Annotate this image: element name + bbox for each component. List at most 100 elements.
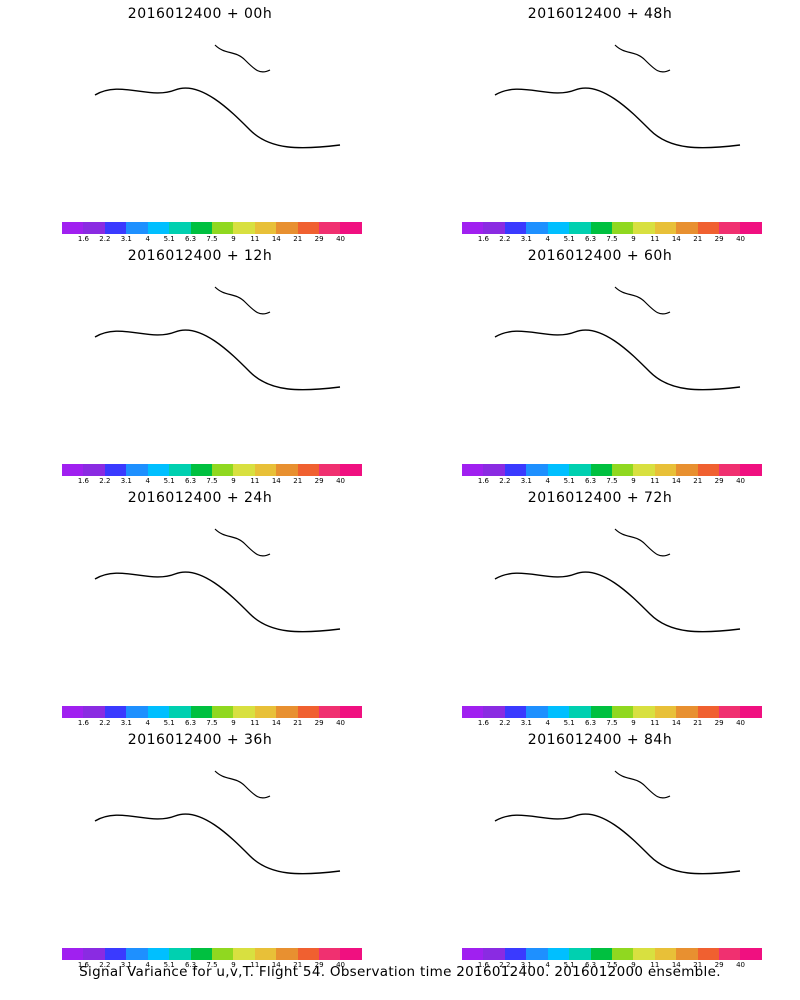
colorbar-swatch xyxy=(676,464,698,476)
colorbar-swatch xyxy=(697,464,720,476)
colorbar-tick-label: 9 xyxy=(231,961,236,969)
colorbar-tick-label: 11 xyxy=(250,235,260,243)
colorbar-tick-label: 6.3 xyxy=(584,961,597,969)
colorbar-swatch xyxy=(740,464,762,476)
panel-title: 2016012400 + 48h xyxy=(527,6,673,22)
colorbar-swatch xyxy=(190,948,212,960)
colorbar xyxy=(462,948,762,960)
colorbar-tick-label: 29 xyxy=(714,235,724,243)
colorbar-labels: 1.6 2.2 3.1 4 5.1 6.3 7.5 9 11 14 21 29 40 xyxy=(62,477,362,487)
colorbar-tick-label: 14 xyxy=(271,477,281,485)
panel-title: 2016012400 + 60h xyxy=(527,248,673,264)
colorbar-labels: 1.6 2.2 3.1 4 5.1 6.3 7.5 9 11 14 21 29 40 xyxy=(62,719,362,729)
colorbar xyxy=(62,706,362,718)
colorbar-tick-label: 9 xyxy=(631,961,636,969)
panel-title: 2016012400 + 36h xyxy=(127,732,273,748)
colorbar-labels: 1.6 2.2 3.1 4 5.1 6.3 7.5 9 11 14 21 29 40 xyxy=(462,477,762,487)
colorbar-swatch xyxy=(633,222,655,234)
variance-map xyxy=(94,528,341,633)
colorbar-tick-label: 5.1 xyxy=(163,961,175,969)
colorbar-tick-label: 40 xyxy=(336,235,346,243)
colorbar-swatch xyxy=(697,222,720,234)
colorbar-swatch xyxy=(740,222,762,234)
colorbar-swatch xyxy=(633,948,655,960)
colorbar-tick-label: 11 xyxy=(650,719,660,727)
colorbar-tick-label: 14 xyxy=(671,235,681,243)
panel-title: 2016012400 + 24h xyxy=(127,490,273,506)
colorbar-tick-label: 2.2 xyxy=(499,719,511,727)
colorbar-tick-label: 3.1 xyxy=(120,477,132,485)
colorbar-tick-label: 11 xyxy=(250,477,260,485)
colorbar-swatch xyxy=(697,706,720,718)
forecast-panel-12h: 2016012400 + 12h 1.6 2.2 3.1 4 5.1 6.3 7.5 9 11 14… xyxy=(0,242,400,485)
colorbar-swatch xyxy=(297,464,320,476)
colorbar-tick-label: 2.2 xyxy=(99,961,111,969)
colorbar-tick-label: 4 xyxy=(545,719,550,727)
colorbar-tick-label: 4 xyxy=(145,719,150,727)
colorbar-swatch xyxy=(297,222,320,234)
colorbar-tick-label: 40 xyxy=(736,719,746,727)
colorbar-swatch xyxy=(590,222,612,234)
colorbar-tick-label: 11 xyxy=(650,477,660,485)
colorbar-swatch xyxy=(62,948,84,960)
colorbar-swatch xyxy=(340,222,362,234)
colorbar-swatch xyxy=(319,948,341,960)
colorbar-swatch xyxy=(611,464,634,476)
colorbar-swatch xyxy=(504,706,527,718)
colorbar-tick-label: 14 xyxy=(671,719,681,727)
colorbar-swatch xyxy=(676,948,698,960)
colorbar-swatch xyxy=(297,706,320,718)
colorbar-swatch xyxy=(104,948,127,960)
colorbar-swatch xyxy=(233,948,255,960)
colorbar-swatch xyxy=(169,464,191,476)
colorbar-tick-label: 29 xyxy=(714,961,724,969)
colorbar-tick-label: 5.1 xyxy=(563,235,575,243)
colorbar-swatch xyxy=(719,706,741,718)
colorbar-tick-label: 7.5 xyxy=(606,477,618,485)
colorbar-tick-label: 14 xyxy=(671,477,681,485)
colorbar-tick-label: 6.3 xyxy=(584,477,597,485)
colorbar-tick-label: 6.3 xyxy=(184,235,197,243)
variance-map xyxy=(494,286,741,391)
colorbar-tick-label: 1.6 xyxy=(477,477,489,485)
colorbar-labels: 1.6 2.2 3.1 4 5.1 6.3 7.5 9 11 14 21 29 40 xyxy=(62,235,362,245)
colorbar-swatch xyxy=(569,948,591,960)
colorbar-tick-label: 1.6 xyxy=(77,961,89,969)
colorbar-swatch xyxy=(104,706,127,718)
colorbar-tick-label: 1.6 xyxy=(77,477,89,485)
colorbar-tick-label: 14 xyxy=(271,719,281,727)
colorbar-swatch xyxy=(126,464,148,476)
colorbar-swatch xyxy=(233,706,255,718)
colorbar xyxy=(462,464,762,476)
colorbar-swatch xyxy=(547,706,570,718)
colorbar xyxy=(62,464,362,476)
colorbar-swatch xyxy=(590,948,612,960)
colorbar-swatch xyxy=(297,948,320,960)
variance-map xyxy=(94,770,341,875)
colorbar-swatch xyxy=(211,222,234,234)
figure-caption: Signal Variance for u,v,T. Flight 54. Ob… xyxy=(79,964,721,980)
colorbar-swatch xyxy=(62,464,84,476)
colorbar-tick-label: 1.6 xyxy=(477,719,489,727)
colorbar-swatch xyxy=(211,948,234,960)
colorbar-tick-label: 29 xyxy=(314,477,324,485)
variance-map xyxy=(494,770,741,875)
colorbar-tick-label: 29 xyxy=(314,235,324,243)
colorbar-swatch xyxy=(526,464,548,476)
colorbar-tick-label: 9 xyxy=(631,477,636,485)
colorbar-swatch xyxy=(611,706,634,718)
colorbar-swatch xyxy=(233,464,255,476)
colorbar-tick-label: 9 xyxy=(231,235,236,243)
colorbar-tick-label: 1.6 xyxy=(477,235,489,243)
colorbar-swatch xyxy=(569,222,591,234)
colorbar-tick-label: 7.5 xyxy=(606,961,618,969)
colorbar-swatch xyxy=(211,706,234,718)
colorbar-swatch xyxy=(169,222,191,234)
colorbar-tick-label: 4 xyxy=(145,961,150,969)
colorbar-tick-label: 14 xyxy=(271,235,281,243)
colorbar-tick-label: 3.1 xyxy=(520,961,532,969)
colorbar-tick-label: 7.5 xyxy=(606,719,618,727)
colorbar-swatch xyxy=(719,222,741,234)
colorbar xyxy=(462,706,762,718)
colorbar-tick-label: 21 xyxy=(293,719,303,727)
